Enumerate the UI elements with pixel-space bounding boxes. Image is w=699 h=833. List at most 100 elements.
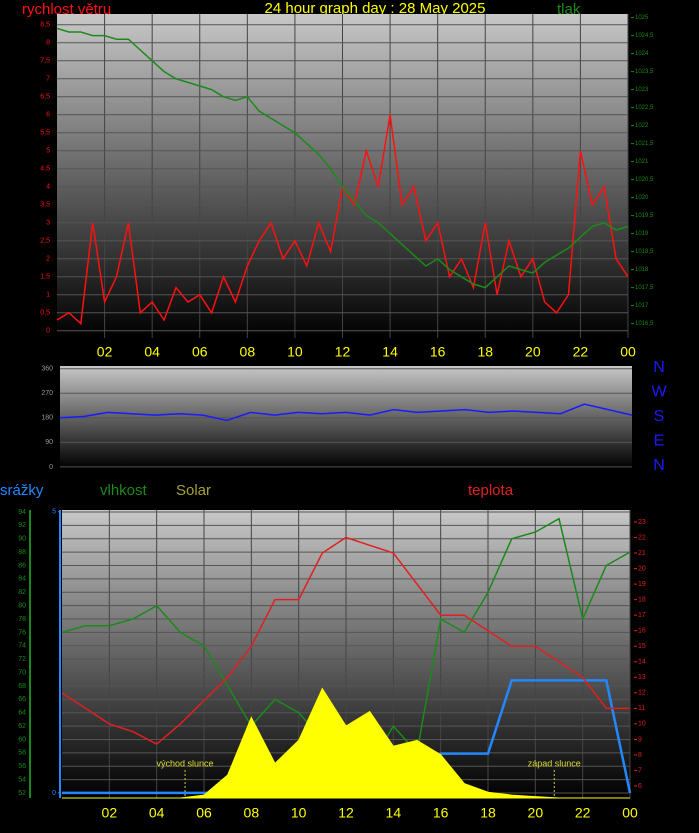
y-tick-label: 5 (46, 148, 50, 155)
y-tick-label: 3,5 (40, 202, 50, 209)
chart-title: 24 hour graph day : 28 May 2025 (265, 0, 486, 17)
y-tick-label: 5 (52, 509, 56, 516)
y-tick-label: 6 (638, 783, 642, 790)
y-tick-label: 54 (18, 776, 26, 783)
x-tick-label: 06 (196, 805, 212, 821)
y-tick-label: 4,5 (40, 166, 50, 173)
series-name: rychlost větru (22, 1, 111, 18)
y-tick-label: 15 (638, 643, 646, 650)
direction-label: N (653, 457, 665, 474)
y-tick-label: 12 (638, 690, 646, 697)
series-name: teplota (468, 482, 514, 499)
y-tick-label: 1018 (635, 267, 649, 273)
x-tick-label: 22 (575, 805, 591, 821)
direction-label: E (654, 433, 665, 450)
y-tick-label: 7 (638, 767, 642, 774)
y-tick-label: 270 (41, 390, 53, 397)
y-tick-label: 1021,5 (635, 141, 654, 147)
y-tick-label: 10 (638, 721, 646, 728)
y-tick-label: 1018,5 (635, 249, 654, 255)
y-tick-label: 1023 (635, 87, 649, 93)
direction-label: N (653, 359, 665, 376)
y-tick-label: 17 (638, 612, 646, 619)
y-tick-label: 2 (46, 256, 50, 263)
y-tick-label: 13 (638, 674, 646, 681)
y-tick-label: 3 (46, 220, 50, 227)
x-tick-label: 02 (97, 344, 113, 360)
y-tick-label: 86 (18, 562, 26, 569)
y-tick-label: 18 (638, 596, 646, 603)
y-tick-label: 23 (638, 519, 646, 526)
x-tick-label: 14 (382, 344, 398, 360)
y-tick-label: 72 (18, 656, 26, 663)
y-tick-label: 82 (18, 589, 26, 596)
y-tick-label: 78 (18, 616, 26, 623)
x-tick-label: 04 (149, 805, 165, 821)
plot-background (60, 366, 632, 468)
y-tick-label: 1025 (635, 15, 649, 21)
y-tick-label: 62 (18, 723, 26, 730)
direction-label: S (654, 408, 665, 425)
x-tick-label: 18 (480, 805, 496, 821)
x-tick-label: 18 (477, 344, 493, 360)
y-tick-label: 1021 (635, 159, 649, 165)
y-tick-label: 1020,5 (635, 177, 654, 183)
series-name: Solar (176, 482, 211, 499)
y-tick-label: 9 (638, 736, 642, 743)
series-name: vlhkost (100, 482, 148, 499)
y-tick-label: 74 (18, 643, 26, 650)
y-tick-label: 0 (49, 464, 53, 471)
y-tick-label: 8 (638, 752, 642, 759)
x-tick-label: 22 (573, 344, 589, 360)
x-tick-label: 20 (525, 344, 541, 360)
y-tick-label: 1017 (635, 303, 649, 309)
y-tick-label: 76 (18, 629, 26, 636)
y-tick-label: 68 (18, 683, 26, 690)
y-tick-label: 0 (46, 328, 50, 335)
x-tick-label: 14 (386, 805, 402, 821)
y-tick-label: 84 (18, 576, 26, 583)
series-line (59, 403, 633, 422)
x-tick-label: 16 (433, 805, 449, 821)
x-tick-label: 10 (291, 805, 307, 821)
x-tick-label: 08 (240, 344, 256, 360)
y-tick-label: 19 (638, 581, 646, 588)
y-tick-label: 90 (18, 536, 26, 543)
y-tick-label: 2,5 (40, 238, 50, 245)
y-tick-label: 7,5 (40, 58, 50, 65)
y-tick-label: 52 (18, 790, 26, 797)
series-line (61, 536, 630, 745)
y-tick-label: 1,5 (40, 274, 50, 281)
y-tick-label: 1019,5 (635, 213, 654, 219)
y-tick-label: 58 (18, 750, 26, 757)
y-tick-label: 56 (18, 763, 26, 770)
x-tick-label: 00 (622, 805, 638, 821)
y-tick-label: 1020 (635, 195, 649, 201)
x-tick-label: 12 (335, 344, 351, 360)
y-tick-label: 21 (638, 550, 646, 557)
y-tick-label: 14 (638, 659, 646, 666)
y-tick-label: 1022 (635, 123, 649, 129)
annotation: východ slunce (157, 758, 214, 768)
y-tick-label: 0,5 (40, 310, 50, 317)
series-name: srážky (0, 482, 44, 499)
direction-label: W (651, 384, 667, 401)
y-tick-label: 1017,5 (635, 285, 654, 291)
y-tick-label: 6,5 (40, 94, 50, 101)
x-tick-label: 02 (102, 805, 118, 821)
y-tick-label: 1024 (635, 51, 649, 57)
y-tick-label: 80 (18, 603, 26, 610)
series-name: tlak (557, 1, 581, 18)
y-tick-label: 360 (41, 366, 53, 373)
y-tick-label: 11 (638, 705, 645, 712)
x-tick-label: 06 (192, 344, 208, 360)
y-tick-label: 8 (46, 40, 50, 47)
x-tick-label: 20 (528, 805, 544, 821)
y-tick-label: 90 (45, 439, 53, 446)
y-tick-label: 1019 (635, 231, 649, 237)
y-tick-label: 6 (46, 112, 50, 119)
y-tick-label: 1022,5 (635, 105, 654, 111)
series-line (56, 27, 629, 289)
y-tick-label: 1023,5 (635, 69, 654, 75)
